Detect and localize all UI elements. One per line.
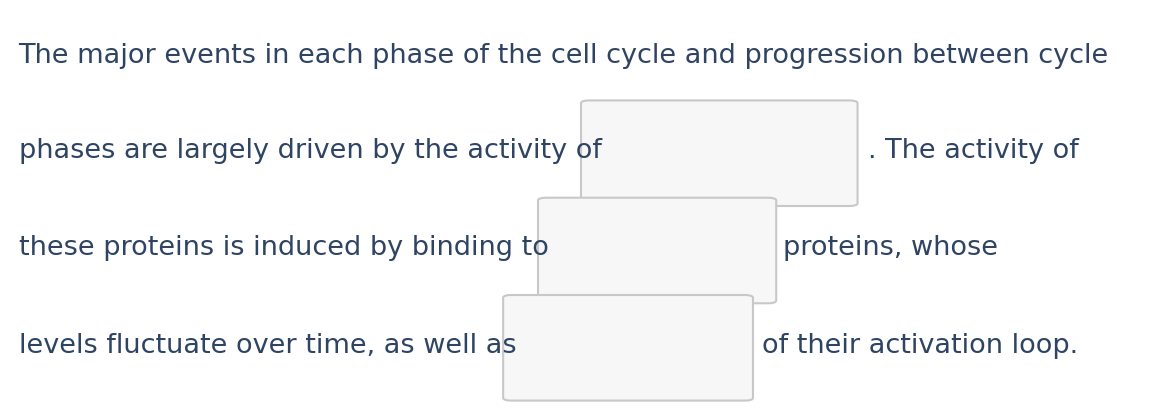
Text: proteins, whose: proteins, whose (783, 235, 998, 261)
Text: these proteins is induced by binding to: these proteins is induced by binding to (19, 235, 548, 261)
Text: levels fluctuate over time, as well as: levels fluctuate over time, as well as (19, 332, 516, 358)
FancyBboxPatch shape (538, 198, 776, 304)
FancyBboxPatch shape (581, 101, 858, 206)
Text: The major events in each phase of the cell cycle and progression between cycle: The major events in each phase of the ce… (19, 43, 1109, 69)
Text: phases are largely driven by the activity of: phases are largely driven by the activit… (19, 138, 602, 164)
FancyBboxPatch shape (503, 295, 753, 401)
Text: of their activation loop.: of their activation loop. (762, 332, 1078, 358)
Text: . The activity of: . The activity of (868, 138, 1078, 164)
